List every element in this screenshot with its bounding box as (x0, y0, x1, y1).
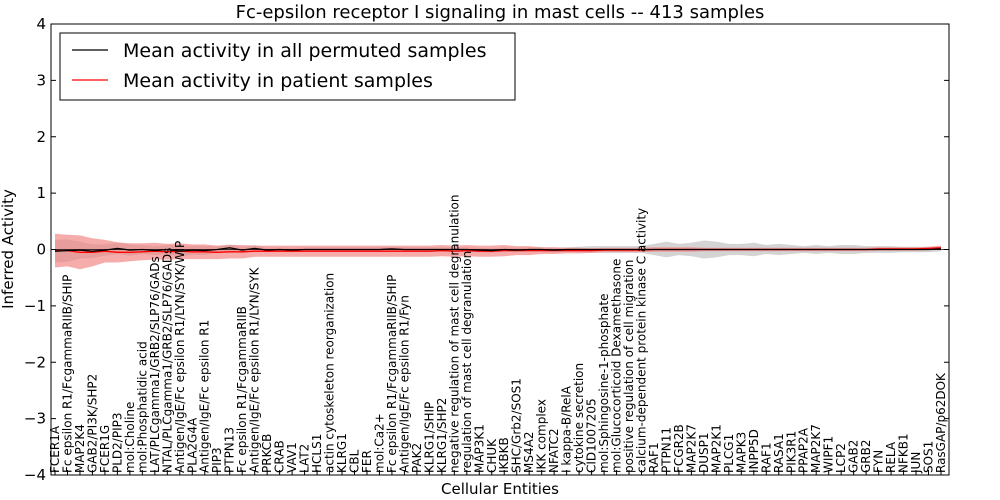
y-tick-label: −1 (24, 297, 46, 315)
y-tick-label: −2 (24, 353, 46, 371)
x-tick-label: MAP2K4 (73, 424, 87, 473)
x-tick-label: NFKB1 (897, 433, 911, 473)
x-tick-label: IKBKB (497, 437, 511, 473)
legend-label-patient: Mean activity in patient samples (123, 70, 433, 92)
x-tick-label: Antigen/IgE/Fc epsilon R1/LYN/SYK (248, 266, 262, 473)
x-tick-label: MAPK3 (734, 432, 748, 473)
x-tick-label: FCER1G (98, 425, 112, 473)
y-tick-label: 1 (36, 184, 46, 202)
x-tick-label: CID1007205 (585, 398, 599, 473)
x-tick-label: LAT2 (298, 444, 312, 473)
x-tick-label: mol:Phosphatidic acid (135, 341, 149, 473)
x-axis-label: Cellular Entities (441, 480, 559, 498)
x-tick-label: FCGR2B (672, 424, 686, 473)
y-tick-label: −4 (24, 466, 46, 484)
x-tick-label: Antigen/IgE/Fc epsilon R1/LYN/SYK/WIP (173, 241, 187, 473)
y-axis-label: Inferred Activity (0, 189, 17, 309)
x-tick-label: DUSP1 (697, 432, 711, 473)
x-tick-label: PLCG1 (722, 434, 736, 473)
x-tick-label: PLD2/PIP3 (110, 413, 124, 474)
y-tick-label: 2 (36, 128, 46, 146)
x-tick-label: calcium-dependent protein kinase C activ… (635, 208, 649, 473)
x-tick-label: mol:Sphingosine-1-phosphate (597, 294, 611, 474)
legend-box (59, 32, 516, 101)
x-tick-label: JUN (909, 452, 923, 474)
x-tick-label: Antigen/IgE/Fc epsilon R1/Fyn (397, 295, 411, 473)
x-tick-label: SHC/Grb2/SOS1 (510, 378, 524, 473)
x-tick-label: GAB2/PI3K/SHP2 (85, 374, 99, 473)
x-tick-label: NFATC2 (547, 428, 561, 473)
x-tick-label: FCER1A (48, 425, 62, 473)
x-tick-label: HCLS1 (310, 434, 324, 473)
x-tick-label: PIP3 (210, 447, 224, 473)
x-tick-label: LAT/PLCgamma1/GRB2/SLP76/GADs (148, 256, 162, 473)
x-tick-label: KLRG1 (335, 433, 349, 473)
x-tick-label: MAP2K7 (684, 424, 698, 473)
x-tick-label: positive regulation of cell migration (622, 260, 636, 473)
x-tick-label: CBL (348, 449, 362, 473)
x-tick-label: GAB2 (847, 440, 861, 473)
x-tick-label: IKK complex (535, 399, 549, 473)
y-tick-label: −3 (24, 410, 46, 428)
x-tick-label: FER (360, 450, 374, 473)
plot-area (51, 233, 949, 270)
x-tick-label: Fc epsilon R1/FcgammaRIIB/SHIP (61, 275, 75, 473)
x-tick-label: PRKCB (260, 434, 274, 473)
x-tick-label: PTPN11 (660, 427, 674, 473)
x-tick-label: negative regulation of mast cell degranu… (447, 194, 461, 473)
x-tick-label: PAK2 (410, 443, 424, 473)
x-tick-label: KLRG1/SHIP (422, 402, 436, 473)
x-tick-label: GRB2 (859, 439, 873, 473)
x-tick-label: NTAL/PLCgamma1/GRB2/SLP76/GADs (160, 248, 174, 473)
x-tick-label: Antigen/IgE/Fc epsilon R1 (198, 320, 212, 473)
y-axis: −4 −3 −2 −1 0 1 2 3 4 (24, 15, 949, 484)
x-tick-label: RasGAP/p62DOK (934, 372, 948, 473)
x-tick-label: RELA (884, 441, 898, 473)
x-tick-label: I kappa-B/RelA (560, 385, 574, 473)
x-tick-label: MAP3K1 (472, 424, 486, 473)
x-tick-label: RAF1 (759, 442, 773, 473)
x-tick-label: WIPF1 (822, 436, 836, 473)
x-tick-label: SOS1 (922, 441, 936, 473)
x-tick-label: FYN (872, 450, 886, 473)
x-tick-label: MAP2K7 (809, 424, 823, 473)
x-tick-label: LCP2 (834, 443, 848, 473)
x-tick-label: CRAB (273, 440, 287, 473)
legend: Mean activity in all permuted samples Me… (59, 32, 516, 101)
x-tick-label: mol:Ca2+ (373, 413, 387, 473)
x-tick-label: MS4A2 (522, 432, 536, 473)
x-tick-label: mol:Glucocorticoid Dexamethasone (610, 259, 624, 473)
x-tick-label: RAF1 (647, 442, 661, 473)
x-tick-label: INPP5D (747, 429, 761, 473)
legend-label-permuted: Mean activity in all permuted samples (123, 40, 486, 62)
x-tick-label: mol:Choline (123, 402, 137, 473)
x-tick-label: CHUK (485, 438, 499, 473)
x-tick-label: PLA2G4A (185, 417, 199, 473)
x-tick-label: PPAP2A (797, 427, 811, 473)
x-tick-label: MAP2K1 (709, 424, 723, 473)
x-tick-label: cytokine secretion (572, 363, 586, 473)
x-tick-label: actin cytoskeleton reorganization (323, 273, 337, 473)
x-tick-label: Fc epsilon R1/FcgammaRIIB/SHIP (385, 275, 399, 473)
y-tick-label: 4 (36, 15, 46, 33)
x-tick-label: KLRG1/SHP2 (435, 398, 449, 473)
x-tick-label: PIK3R1 (784, 431, 798, 473)
y-tick-label: 0 (36, 241, 46, 259)
permuted-mean-line (54, 247, 942, 252)
x-tick-label: PTPN13 (223, 427, 237, 473)
chart-title: Fc-epsilon receptor I signaling in mast … (236, 2, 765, 23)
x-tick-label: Fc epsilon R1/FcgammaRIIB (235, 306, 249, 473)
x-tick-label: RASA1 (772, 433, 786, 473)
y-tick-label: 3 (36, 71, 46, 89)
x-tick-label: VAV1 (285, 442, 299, 473)
x-tick-label: regulation of mast cell degranulation (460, 251, 474, 473)
